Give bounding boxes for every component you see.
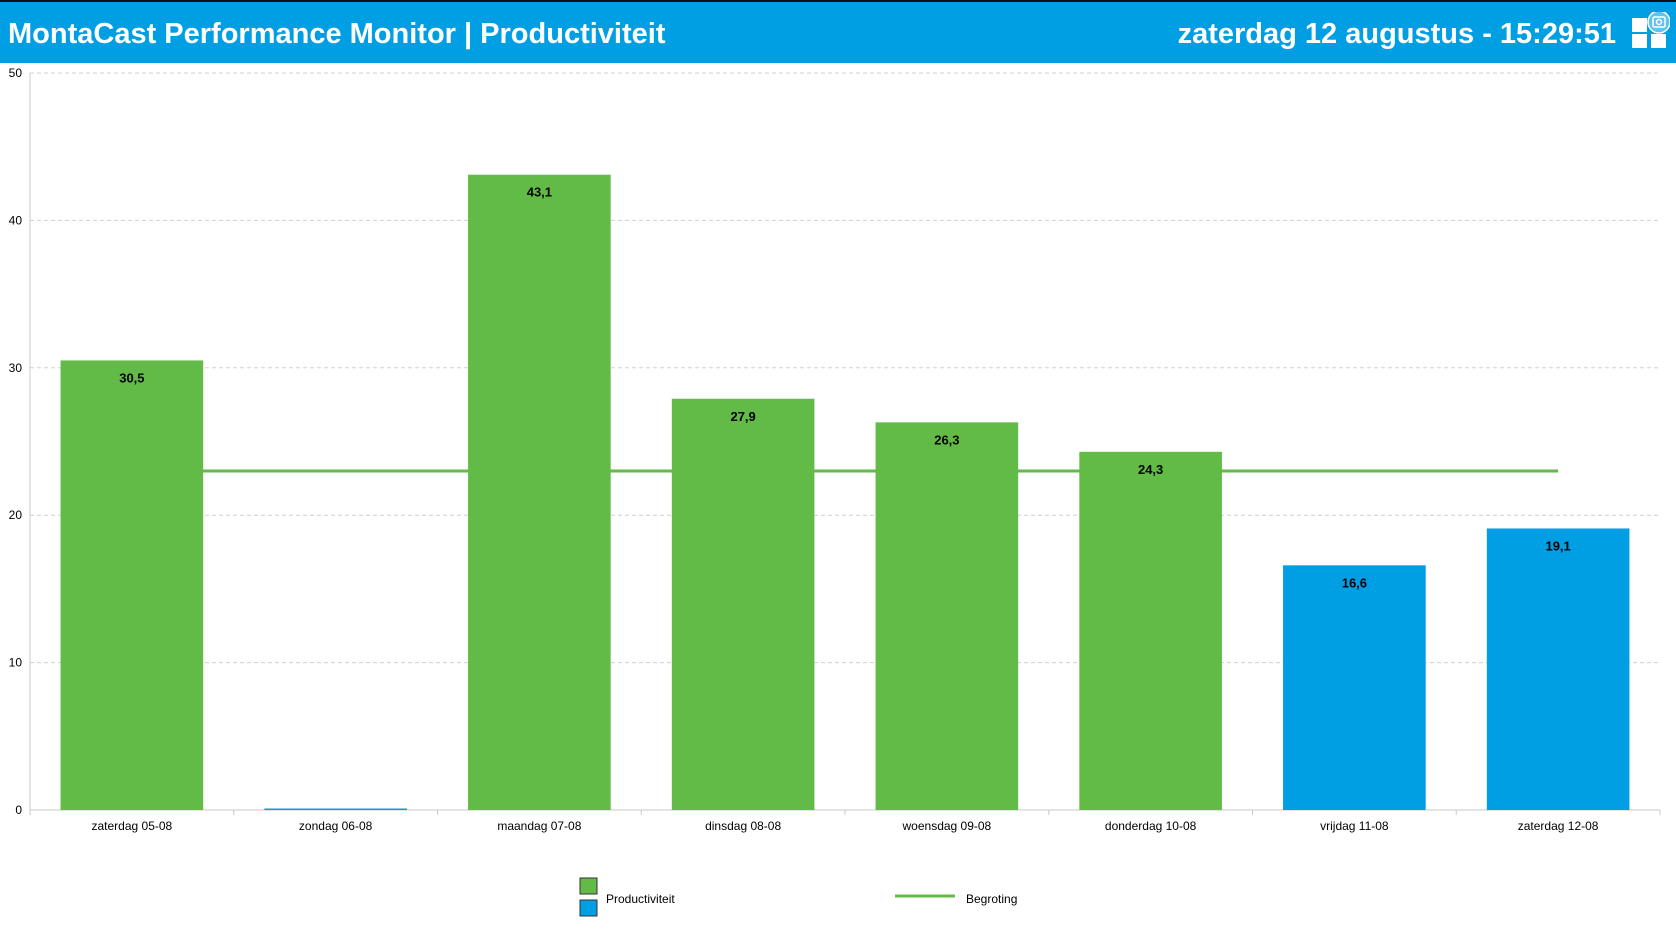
bar xyxy=(60,360,204,810)
x-tick-label: vrijdag 11-08 xyxy=(1320,819,1389,833)
x-tick-label: donderdag 10-08 xyxy=(1105,819,1197,833)
legend-label-productiviteit: Productiviteit xyxy=(606,892,675,906)
bar xyxy=(468,174,611,810)
camera-icon[interactable] xyxy=(1647,12,1670,34)
y-tick-label: 50 xyxy=(9,66,23,80)
bar-value-label: 24,3 xyxy=(1138,462,1163,477)
y-tick-label: 10 xyxy=(9,656,23,670)
productivity-chart: 0 10 20 30 40 50 30,5 43,1 27,9 26,3 24,3 16,6 19,1… xyxy=(9,66,1661,917)
window-top-border xyxy=(0,0,1676,2)
bar-value-label: 16,6 xyxy=(1342,575,1367,590)
bar xyxy=(1283,565,1426,810)
bar-value-label: 19,1 xyxy=(1545,538,1570,553)
x-tick-label: zondag 06-08 xyxy=(299,819,373,833)
legend-swatch-actual xyxy=(579,877,598,895)
y-tick-label: 20 xyxy=(9,508,23,522)
x-tick-label: zaterdag 12-08 xyxy=(1518,819,1599,833)
grid-menu-icon[interactable] xyxy=(1632,12,1670,52)
chart-bars xyxy=(60,174,1630,810)
y-tick-label: 0 xyxy=(15,803,22,817)
productivity-chart-container: 0 10 20 30 40 50 30,5 43,1 27,9 26,3 24,3 16,6 19,1… xyxy=(0,63,1676,943)
chart-x-tick-labels: zaterdag 05-08 zondag 06-08 maandag 07-08 d… xyxy=(92,819,1599,833)
chart-value-labels: 30,5 43,1 27,9 26,3 24,3 16,6 19,1 xyxy=(119,185,1571,591)
bar-value-label: 30,5 xyxy=(119,370,144,385)
y-tick-label: 30 xyxy=(9,361,23,375)
bar xyxy=(1486,528,1630,810)
x-tick-label: zaterdag 05-08 xyxy=(92,819,173,833)
app-header: MontaCast Performance Monitor | Producti… xyxy=(0,2,1676,63)
x-tick-label: dinsdag 08-08 xyxy=(705,819,781,833)
bar-value-label: 27,9 xyxy=(730,409,755,424)
bar-value-label: 43,1 xyxy=(527,185,552,200)
legend-label-begroting: Begroting xyxy=(966,892,1017,906)
bar xyxy=(264,808,407,810)
page-title: MontaCast Performance Monitor | Producti… xyxy=(8,18,666,50)
bar xyxy=(875,422,1019,810)
legend-swatch-forecast xyxy=(579,899,598,917)
current-datetime: zaterdag 12 augustus - 15:29:51 xyxy=(1177,18,1616,50)
x-tick-label: woensdag 09-08 xyxy=(902,819,992,833)
bar-value-label: 26,3 xyxy=(934,432,959,447)
chart-legend: Productiviteit Begroting xyxy=(579,877,1017,917)
x-tick-label: maandag 07-08 xyxy=(497,819,581,833)
bar xyxy=(671,398,815,810)
bar xyxy=(1079,451,1222,810)
y-tick-label: 40 xyxy=(9,213,23,227)
